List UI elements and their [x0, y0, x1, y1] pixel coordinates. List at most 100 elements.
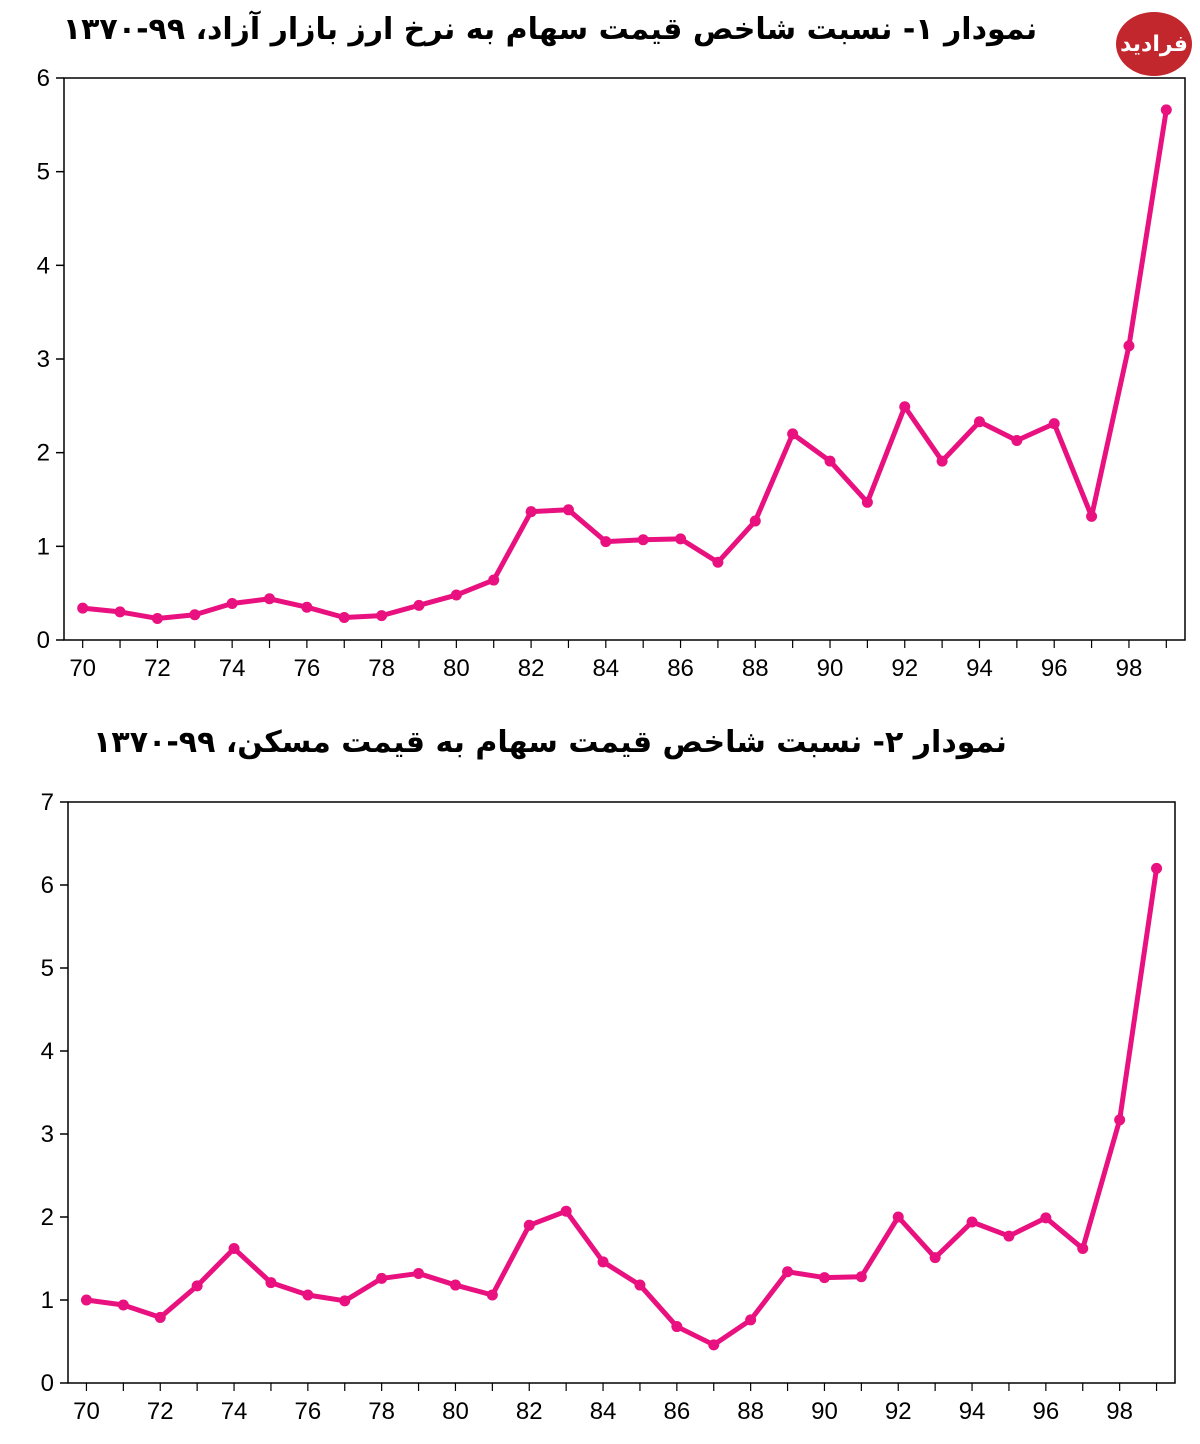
chart0-data-point	[973, 416, 985, 428]
chart0-x-tick-label: 74	[219, 655, 246, 682]
chart0-data-point	[1011, 434, 1023, 446]
chart0-data-point	[861, 496, 873, 508]
chart0-data-point	[899, 401, 911, 413]
chart1-x-tick-label: 96	[1032, 1398, 1059, 1425]
chart1-data-point	[339, 1295, 351, 1307]
chart0-y-tick-label: 3	[37, 346, 50, 373]
chart0-data-point	[189, 609, 201, 621]
chart0-data-point	[712, 556, 724, 568]
chart0-data-point	[450, 589, 462, 601]
chart-2-plot: 0 1 2 3 4 5 6 7 70 72 74 76 78 80 82 84 86 88 90 92 94 96 98	[41, 789, 1176, 1425]
chart-1-title: نمودار ۱- نسبت شاخص قیمت سهام به نرخ ارز…	[62, 12, 1038, 47]
chart1-data-point	[1003, 1230, 1015, 1242]
chart1-y-tick-label: 5	[41, 955, 54, 982]
chart0-data-point	[114, 606, 126, 618]
chart1-y-tick-label: 7	[41, 789, 54, 816]
chart-1-plot: 0 1 2 3 4 5 6 70 72 74 76 78 80 82 84 86 88 90 92 94 96 98	[37, 65, 1186, 682]
chart1-data-point	[302, 1289, 314, 1301]
chart0-data-point	[1086, 510, 1098, 522]
chart0-y-tick-label: 6	[37, 65, 50, 92]
chart0-data-point	[637, 534, 649, 546]
chart1-data-point	[929, 1252, 941, 1264]
chart1-data-point	[376, 1272, 388, 1284]
chart0-data-point	[338, 612, 350, 624]
chart0-x-tick-label: 76	[294, 655, 321, 682]
chart0-data-point	[77, 602, 89, 614]
chart0-data-point	[600, 536, 612, 548]
chart0-data-point	[675, 533, 687, 545]
chart1-data-point	[117, 1299, 129, 1311]
chart1-y-tick-label: 3	[41, 1121, 54, 1148]
chart1-data-point	[228, 1243, 240, 1255]
chart0-plot-frame	[63, 77, 1186, 641]
chart0-data-point	[413, 599, 425, 611]
chart1-data-point	[818, 1272, 830, 1284]
chart0-data-point	[824, 455, 836, 467]
chart1-x-tick-label: 90	[811, 1398, 838, 1425]
chart1-data-point	[1077, 1243, 1089, 1255]
chart0-x-tick-label: 90	[817, 655, 844, 682]
chart0-data-point	[264, 593, 276, 605]
chart0-data-point	[1160, 104, 1172, 116]
chart0-y-tick-label: 0	[37, 627, 50, 654]
chart1-data-point	[265, 1277, 277, 1289]
chart0-data-point	[151, 612, 163, 624]
chart1-y-tick-label: 4	[41, 1038, 54, 1065]
chart1-series-line	[83, 865, 1160, 1348]
chart-2-title: نمودار ۲- نسبت شاخص قیمت سهام به قیمت مس…	[93, 725, 1007, 760]
chart1-x-tick-label: 84	[590, 1398, 617, 1425]
chart1-x-tick-label: 80	[442, 1398, 469, 1425]
chart0-y-tick-label: 4	[37, 252, 50, 279]
chart1-data-point	[1040, 1212, 1052, 1224]
chart0-data-point	[936, 455, 948, 467]
chart0-x-tick-label: 92	[891, 655, 918, 682]
chart1-x-tick-label: 94	[959, 1398, 986, 1425]
chart1-data-point	[191, 1280, 203, 1292]
chart1-data-point	[966, 1216, 978, 1228]
chart0-y-tick-label: 2	[37, 440, 50, 467]
chart1-data-point	[708, 1339, 720, 1351]
chart1-data-point	[523, 1219, 535, 1231]
chart0-y-tick-label: 5	[37, 159, 50, 186]
chart1-x-tick-label: 92	[885, 1398, 912, 1425]
chart1-y-tick-label: 1	[41, 1287, 54, 1314]
chart0-x-tick-label: 70	[69, 655, 96, 682]
chart1-x-tick-label: 72	[147, 1398, 174, 1425]
chart1-y-tick-label: 2	[41, 1204, 54, 1231]
brand-logo: فرادید	[1116, 12, 1192, 76]
chart1-data-point	[745, 1314, 757, 1326]
chart1-data-point	[449, 1279, 461, 1291]
chart0-x-tick-label: 86	[667, 655, 694, 682]
chart1-data-point	[1114, 1114, 1126, 1126]
chart1-data-point	[154, 1311, 166, 1323]
chart0-x-tick-label: 96	[1041, 655, 1068, 682]
chart0-x-tick-label: 82	[518, 655, 545, 682]
chart1-data-point	[671, 1321, 683, 1333]
chart0-data-point	[525, 506, 537, 518]
chart1-x-tick-label: 70	[73, 1398, 100, 1425]
chart1-plot-frame	[67, 801, 1176, 1384]
chart1-data-point	[855, 1271, 867, 1283]
chart0-x-tick-label: 84	[592, 655, 619, 682]
chart0-x-tick-label: 94	[966, 655, 993, 682]
chart0-x-tick-label: 88	[742, 655, 769, 682]
chart0-data-point	[749, 515, 761, 527]
chart0-data-point	[787, 428, 799, 440]
chart0-data-point	[488, 574, 500, 586]
chart0-data-point	[1048, 418, 1060, 430]
chart1-y-tick-label: 6	[41, 872, 54, 899]
chart1-data-point	[892, 1211, 904, 1223]
chart0-x-tick-label: 78	[368, 655, 395, 682]
chart1-x-tick-label: 78	[368, 1398, 395, 1425]
chart1-data-point	[413, 1267, 425, 1279]
chart0-data-point	[301, 601, 313, 613]
chart1-data-point	[486, 1289, 498, 1301]
chart1-x-tick-label: 82	[516, 1398, 543, 1425]
chart1-x-tick-label: 74	[221, 1398, 248, 1425]
chart0-data-point	[376, 610, 388, 622]
chart1-data-point	[1151, 862, 1163, 874]
chart1-data-point	[80, 1294, 92, 1306]
chart1-x-tick-label: 76	[294, 1398, 321, 1425]
chart1-data-point	[597, 1256, 609, 1268]
chart1-data-point	[560, 1205, 572, 1217]
